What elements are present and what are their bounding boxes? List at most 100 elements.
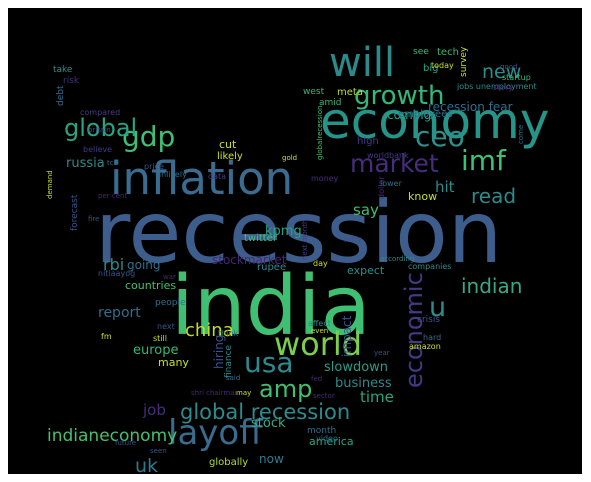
word-lower: lower — [380, 179, 402, 188]
word-meta: meta — [337, 87, 363, 98]
word-said: said — [226, 374, 241, 382]
word-come: come — [517, 124, 525, 144]
word-companies: companies — [408, 262, 452, 271]
word-layoff: layoff — [168, 413, 263, 453]
word-sector: sector — [313, 392, 335, 400]
word-survey: survey — [459, 46, 469, 77]
word-tcs: tcs — [107, 159, 118, 167]
word-slowdown: slowdown — [324, 360, 389, 375]
word-stock: stock — [251, 416, 286, 431]
word-hit: hit — [435, 178, 455, 196]
word-shri-chairman: shri chairman — [191, 389, 239, 397]
word-employees: employees — [398, 109, 453, 120]
word-amid: amid — [319, 98, 342, 108]
word-money: money — [311, 174, 339, 183]
word-recession-fear: recession fear — [428, 100, 513, 114]
word-say: say — [353, 201, 379, 219]
word-job: job — [143, 401, 166, 419]
word-expect: expect — [347, 264, 385, 277]
word-risk: risk — [63, 76, 80, 86]
word-impact: impact — [340, 315, 354, 357]
word-good: good — [500, 63, 518, 71]
word-indian: indian — [461, 274, 523, 298]
word-according: according — [380, 255, 415, 263]
word-new: new — [482, 61, 522, 83]
word-recession: recession — [95, 183, 503, 283]
word-going: going — [127, 258, 161, 272]
word-may: may — [236, 389, 252, 397]
word-war: war — [163, 273, 176, 281]
word-data: data — [208, 172, 227, 181]
word-story: story — [493, 83, 514, 92]
word-gold: gold — [282, 154, 298, 162]
word-india: india — [171, 259, 371, 354]
word-rupee: rupee — [257, 262, 287, 273]
word-amazon: amazon — [409, 342, 441, 351]
word-nifty: nifty — [344, 235, 362, 244]
word-high: high — [357, 136, 379, 147]
word-video: video — [316, 434, 338, 443]
word-demand: demand — [46, 170, 54, 199]
word-ceo: ceo — [415, 120, 465, 153]
word-tech: tech — [437, 47, 459, 58]
word-think: think — [218, 329, 239, 338]
word-startup: startup — [502, 73, 531, 82]
word-next-month: next month — [301, 219, 309, 260]
word-debt: debt — [56, 85, 66, 107]
word-nitiaayog: nitiaayog — [98, 269, 136, 278]
word-worldbank: worldbank — [367, 151, 409, 160]
word-will: will — [329, 40, 396, 86]
word-people: people — [155, 298, 186, 308]
word-kpmg: kpmg — [265, 224, 302, 239]
word-per-cent: per cent — [98, 192, 128, 200]
word-europe: europe — [133, 343, 179, 358]
word-fire: fire — [88, 215, 100, 223]
word-russia: russia — [66, 156, 105, 171]
word-u: u — [429, 292, 447, 323]
word-likely: likely — [217, 151, 243, 162]
word-unlikely: unlikely — [156, 170, 187, 179]
word-big: big — [423, 63, 439, 74]
word-compared: compared — [80, 108, 121, 117]
word-world: world — [274, 325, 363, 363]
word-even: even — [311, 327, 329, 335]
word-know: know — [408, 190, 438, 203]
word-china: china — [185, 320, 234, 341]
word-economy: economy — [320, 92, 550, 150]
word-economic: economic — [400, 272, 428, 388]
word-jobs-unemployment: jobs unemployment — [457, 82, 537, 91]
word-market: market — [350, 149, 439, 178]
word-growth: growth — [354, 81, 445, 111]
word-cut: cut — [219, 138, 237, 151]
word-uk: uk — [135, 455, 159, 475]
word-month: month — [307, 426, 337, 436]
word-next: next — [157, 322, 175, 331]
word-west: west — [303, 87, 325, 97]
word-today: today — [431, 61, 454, 70]
word-read: read — [471, 184, 517, 208]
word-indianeconomy: indianeconomy — [47, 426, 178, 446]
word-many: many — [158, 356, 189, 369]
word-usa: usa — [244, 346, 294, 379]
word-take: take — [53, 65, 73, 75]
word-day: day — [313, 259, 328, 268]
word-globally: globally — [209, 457, 249, 468]
word-rbi: rbi — [103, 255, 125, 274]
word-time: time — [360, 388, 394, 406]
word-believe: believe — [83, 145, 113, 154]
word-stockmarket: stockmarket — [212, 253, 287, 267]
word-america: america — [309, 435, 354, 448]
word-report: report — [98, 305, 141, 321]
word-still: still — [153, 334, 167, 343]
word-price: price — [144, 162, 164, 171]
word-cloud-canvas: recession india economy inflation will layoff… — [8, 8, 582, 474]
word-affect: affect — [308, 319, 331, 328]
word-see: see — [413, 47, 429, 57]
word-amp: amp — [259, 375, 313, 403]
word-business: business — [335, 376, 392, 391]
word-coming: coming — [387, 108, 432, 122]
word-future: future — [115, 439, 137, 447]
word-countries: countries — [125, 279, 177, 292]
word-inflation: inflation — [110, 152, 294, 205]
word-imf: imf — [461, 144, 506, 177]
